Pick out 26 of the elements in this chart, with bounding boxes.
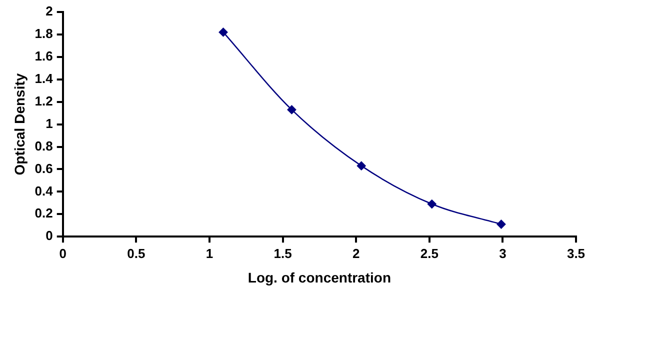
x-tick-label: 0.5 xyxy=(127,246,146,261)
y-tick-label: 0.6 xyxy=(34,160,53,176)
x-tick-label: 2.5 xyxy=(420,246,438,261)
y-tick-label: 0 xyxy=(46,228,53,244)
x-tick-label: 3.5 xyxy=(566,246,586,261)
y-tick-label: 1.4 xyxy=(34,70,54,86)
y-tick-label: 1.8 xyxy=(34,26,53,42)
y-axis-title: Optical Density xyxy=(11,73,28,176)
point xyxy=(218,28,228,37)
point xyxy=(427,200,436,209)
x-tick-label: 1 xyxy=(206,246,214,261)
x-tick-label: 3 xyxy=(499,246,506,261)
point xyxy=(287,105,296,114)
y-tick-label: 0.2 xyxy=(34,206,53,221)
y-tick-label: 0.4 xyxy=(34,183,54,198)
y-tick-label: 1 xyxy=(46,116,53,131)
y-tick-label: 1.2 xyxy=(34,93,53,108)
x-tick-label: 2 xyxy=(352,246,360,261)
x-axis-title: Log. of concentration xyxy=(248,269,391,286)
point xyxy=(356,161,366,170)
point xyxy=(496,220,506,229)
y-tick-label: 0.8 xyxy=(34,138,53,154)
y-tick-label: 2 xyxy=(46,4,53,19)
x-tick-label: 1.5 xyxy=(274,246,292,261)
y-tick-label: 1.6 xyxy=(34,48,53,64)
x-tick-label: 0 xyxy=(59,246,66,261)
